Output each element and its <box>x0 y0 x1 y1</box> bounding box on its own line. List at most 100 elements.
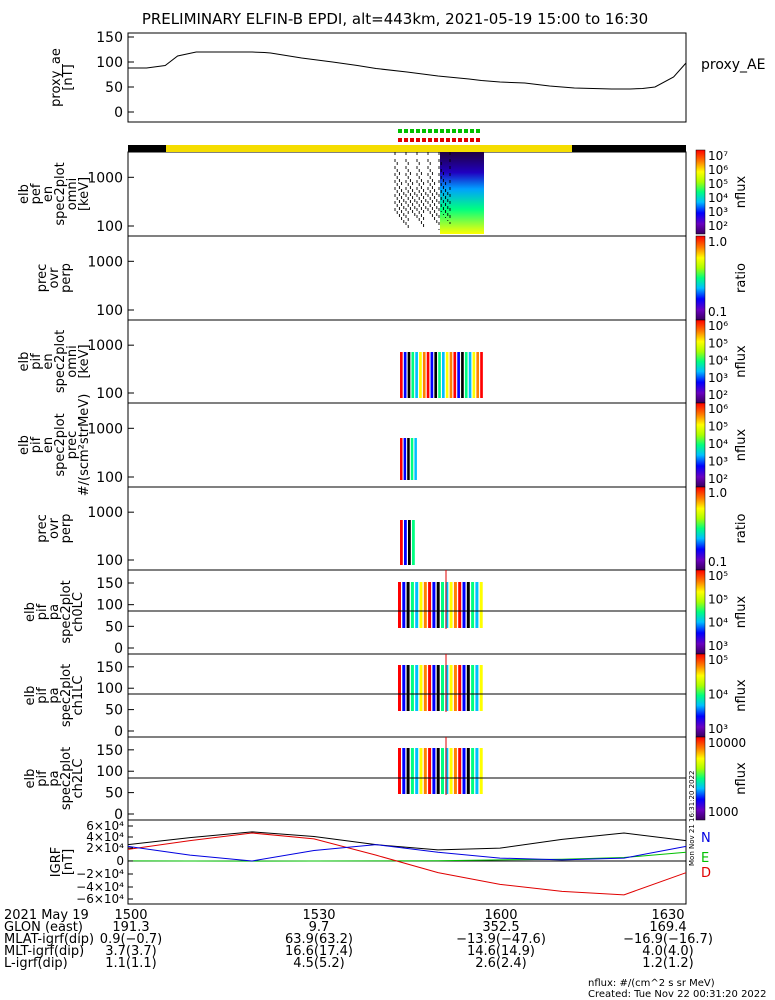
flag-red-9 <box>452 138 456 142</box>
p7-strip-15 <box>462 665 466 711</box>
ylabel-p6-0: elb <box>23 602 38 622</box>
p7-strip-5 <box>419 665 423 711</box>
colorbar-p8 <box>695 736 706 821</box>
colorbar-p1 <box>695 149 706 235</box>
ylabel-p8-3: spec2plot <box>59 747 74 810</box>
ylabel-p3-5: [keV] <box>77 344 92 378</box>
ylabel-p7-3: spec2plot <box>59 664 74 727</box>
p7-strip-6 <box>423 665 427 711</box>
footer-label-4: L-igrf(dip) <box>4 956 68 971</box>
p8-strip-17 <box>471 748 475 794</box>
ylabel-p4-3: spec2plot <box>53 413 68 476</box>
p3-strip-18 <box>468 352 472 398</box>
footer-value-4-2: 2.6(2.4) <box>475 956 527 971</box>
p6-strip-11 <box>445 582 449 628</box>
footer-value-2-0: 0.9(−0.7) <box>100 932 162 947</box>
series-proxy-ae <box>128 51 687 90</box>
p7-strip-10 <box>441 665 445 711</box>
p7-strip-9 <box>436 665 440 711</box>
p3-strip-10 <box>438 352 441 398</box>
ytick-p6-2: 100 <box>96 598 123 614</box>
orbit-bar-yellow <box>166 145 572 152</box>
p3-strip-7 <box>426 352 430 398</box>
flag-green-12 <box>470 129 474 133</box>
ytick-p5-1: 1000 <box>87 505 123 521</box>
ylabel-p7-2: pa <box>47 687 62 703</box>
y-axis-ticks: 0501001501001000100100010010001001000100… <box>76 30 134 906</box>
flag-red-7 <box>440 138 444 142</box>
flag-red-5 <box>428 138 432 142</box>
ylabel-p6-2: pa <box>47 604 62 620</box>
cbar-tick-p5-0: 0.1 <box>708 555 727 569</box>
ylabel-p3-3: spec2plot <box>53 330 68 393</box>
series-igrf-blue <box>127 844 687 862</box>
flag-green-8 <box>446 129 450 133</box>
p6-strip-3 <box>410 582 414 628</box>
ytick-p5-0: 100 <box>96 553 123 569</box>
p3-strip-15 <box>457 352 460 398</box>
ylabel-p6-4: ch0LC <box>71 592 86 632</box>
p4-strip-1 <box>403 438 407 480</box>
p3-strip-11 <box>442 352 445 398</box>
ylabel-p7-0: elb <box>23 686 38 706</box>
ylabel-p6-1: pif <box>35 603 50 620</box>
units-note: nflux: #/(cm^2 s sr MeV) <box>588 978 715 989</box>
cbar-label-p4: nflux <box>734 429 749 462</box>
colorbar-p2 <box>695 235 706 321</box>
ytick-igrf-0: 6×10⁴ <box>86 819 124 833</box>
flag-green-9 <box>452 129 456 133</box>
footer-label-2: MLAT-igrf(dip) <box>4 932 94 947</box>
flag-green-6 <box>434 129 438 133</box>
cbar-tick-p7-1: 10⁴ <box>708 688 728 702</box>
footer-value-1-3: 169.4 <box>649 920 686 935</box>
footer-value-4-0: 1.1(1.1) <box>105 956 157 971</box>
ytick-p1-0: 100 <box>96 219 123 235</box>
flag-red-0 <box>398 138 402 142</box>
footer-value-1-0: 191.3 <box>112 920 149 935</box>
ytick-p6-3: 150 <box>96 576 123 592</box>
flag-red-2 <box>410 138 414 142</box>
footer-value-4-3: 1.2(1.2) <box>642 956 694 971</box>
p6-strip-7 <box>428 582 432 628</box>
ytick-igrf-5: −4×10⁴ <box>76 880 124 894</box>
cbar-label-p1: nflux <box>734 176 749 209</box>
cbar-tick-p4-2: 10⁴ <box>708 437 728 451</box>
ytick-p7-2: 100 <box>96 681 123 697</box>
cbar-label-p8: nflux <box>734 762 749 795</box>
footer-value-2-1: 63.9(63.2) <box>285 932 353 947</box>
cbar-tick-p3-3: 10⁵ <box>708 336 728 350</box>
p6-strip-4 <box>415 582 419 628</box>
ylabel-p4-4: prec <box>65 431 80 459</box>
cbar-tick-p1-2: 10⁴ <box>708 191 728 205</box>
spectrogram-strips <box>128 152 686 795</box>
footer-value-3-0: 3.7(3.7) <box>105 944 157 959</box>
cbar-tick-p4-4: 10⁶ <box>708 402 728 416</box>
p7-strip-17 <box>471 665 475 711</box>
cbar-label-p3: nflux <box>734 345 749 378</box>
colorbar-p7 <box>695 653 706 738</box>
p6-strip-2 <box>406 582 410 628</box>
cbar-tick-p2-0: 0.1 <box>708 305 727 319</box>
cbar-tick-p7-2: 10⁵ <box>708 653 728 667</box>
panel-frame-ae <box>127 32 687 123</box>
orbit-bar-black-left <box>128 145 166 152</box>
flag-red-13 <box>476 138 480 142</box>
p7-strip-13 <box>453 665 457 711</box>
created-vertical: Mon Nov 21 16:31:20 2022 <box>688 771 696 866</box>
cbar-label-p6: nflux <box>734 596 749 629</box>
p8-strip-13 <box>453 748 457 794</box>
ylabel-ae-1: [nT] <box>61 64 76 90</box>
p8-strip-10 <box>441 748 445 794</box>
ylabel-p4-1: pif <box>29 436 44 453</box>
p6-strip-18 <box>475 582 479 628</box>
data-quality-flags <box>398 129 480 142</box>
ae-legend: proxy_AE <box>701 57 765 73</box>
footer-value-0-2: 1600 <box>484 908 517 923</box>
p7-strip-14 <box>458 665 462 711</box>
colorbar-p3 <box>695 319 706 404</box>
ylabel-p1-5: [keV] <box>77 177 92 211</box>
flag-green-5 <box>428 129 432 133</box>
ytick-p8-1: 50 <box>105 786 123 802</box>
p7-strip-11 <box>445 665 449 711</box>
